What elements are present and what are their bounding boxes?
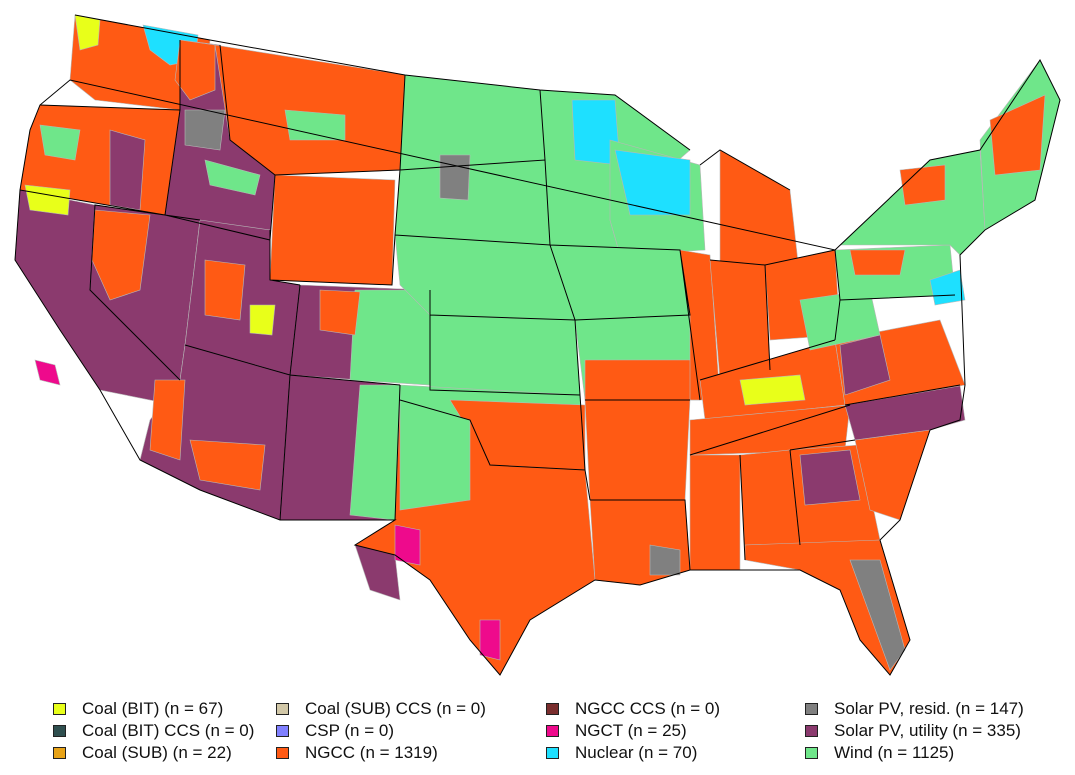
region-or-solar	[109, 129, 146, 211]
legend-item-wind: Wind (n = 1125)	[805, 742, 954, 763]
region-ga-solar	[799, 449, 861, 506]
region-ca-coal	[24, 184, 71, 216]
state-borders	[14, 14, 1061, 676]
region-pa-ngcc	[849, 249, 906, 276]
us-county-map	[14, 14, 1061, 676]
legend-swatch	[546, 702, 559, 715]
legend-item-solar-utility: Solar PV, utility (n = 335)	[805, 720, 1021, 741]
legend-label: Wind (n = 1125)	[834, 742, 955, 762]
region-arkansas	[584, 399, 691, 501]
legend-swatch	[276, 702, 289, 715]
region-tx-ngct	[394, 524, 421, 566]
county-fills	[14, 14, 1061, 676]
legend-label: CSP (n = 0)	[305, 720, 394, 740]
region-sd-resid	[439, 154, 471, 201]
region-ny-ngcc	[899, 164, 946, 206]
legend-swatch	[805, 724, 818, 737]
region-south-dakota	[394, 159, 551, 246]
legend-label: Coal (BIT) CCS (n = 0)	[82, 720, 255, 740]
region-mo-ngcc	[584, 359, 701, 401]
region-az-ngcc2	[189, 439, 266, 491]
legend-swatch	[805, 702, 818, 715]
legend: Coal (BIT) (n = 67) Coal (BIT) CCS (n = …	[0, 690, 1075, 775]
region-north-dakota	[399, 74, 546, 171]
region-az-ngcc	[149, 379, 186, 461]
region-id-resid	[184, 109, 226, 151]
legend-item-nuclear: Nuclear (n = 70)	[546, 742, 697, 763]
region-id-wind	[204, 159, 261, 196]
region-nebraska	[394, 234, 576, 321]
legend-label: NGCC (n = 1319)	[305, 742, 438, 762]
legend-item-coal-bit: Coal (BIT) (n = 67)	[53, 698, 223, 719]
legend-item-solar-resid: Solar PV, resid. (n = 147)	[805, 698, 1024, 719]
legend-swatch	[53, 746, 66, 759]
region-ut-ngcc	[204, 259, 246, 321]
region-co-wind	[349, 289, 431, 386]
region-ut-coal	[249, 304, 276, 336]
legend-item-ngct: NGCT (n = 25)	[546, 720, 687, 741]
region-va-solar	[839, 334, 891, 396]
region-id-ngcc	[174, 39, 216, 101]
legend-swatch	[276, 724, 289, 737]
legend-label: Coal (SUB) CCS (n = 0)	[305, 698, 486, 718]
legend-item-coal-sub-ccs: Coal (SUB) CCS (n = 0)	[276, 698, 486, 719]
legend-item-ngcc-ccs: NGCC CCS (n = 0)	[546, 698, 720, 719]
legend-swatch	[53, 702, 66, 715]
region-alabama	[739, 449, 801, 556]
legend-swatch	[805, 746, 818, 759]
legend-item-csp: CSP (n = 0)	[276, 720, 394, 741]
region-nj-nuclear	[929, 269, 966, 306]
region-mt-wind	[284, 109, 346, 141]
legend-label: Coal (SUB) (n = 22)	[82, 742, 232, 762]
legend-item-coal-sub: Coal (SUB) (n = 22)	[53, 742, 232, 763]
region-mississippi	[689, 454, 741, 571]
region-wi-nuclear	[614, 149, 691, 216]
legend-item-coal-bit-ccs: Coal (BIT) CCS (n = 0)	[53, 720, 254, 741]
legend-label: NGCT (n = 25)	[575, 720, 687, 740]
region-ca-ngct	[34, 359, 61, 386]
legend-swatch	[53, 724, 66, 737]
legend-swatch	[276, 746, 289, 759]
legend-label: Nuclear (n = 70)	[575, 742, 698, 762]
legend-label: NGCC CCS (n = 0)	[575, 698, 720, 718]
region-tx-ngct2	[479, 619, 501, 661]
region-or-wind	[39, 124, 81, 161]
legend-swatch	[546, 724, 559, 737]
region-kansas	[429, 314, 581, 396]
region-co-ngcc	[319, 289, 361, 336]
legend-label: Coal (BIT) (n = 67)	[82, 698, 224, 718]
region-ky-coal	[739, 374, 806, 406]
legend-swatch	[546, 746, 559, 759]
region-la-resid	[649, 544, 681, 576]
legend-item-ngcc: NGCC (n = 1319)	[276, 742, 438, 763]
region-fl-resid	[849, 559, 906, 671]
legend-label: Solar PV, utility (n = 335)	[834, 720, 1021, 740]
region-wyoming	[269, 174, 396, 286]
legend-label: Solar PV, resid. (n = 147)	[834, 698, 1024, 718]
